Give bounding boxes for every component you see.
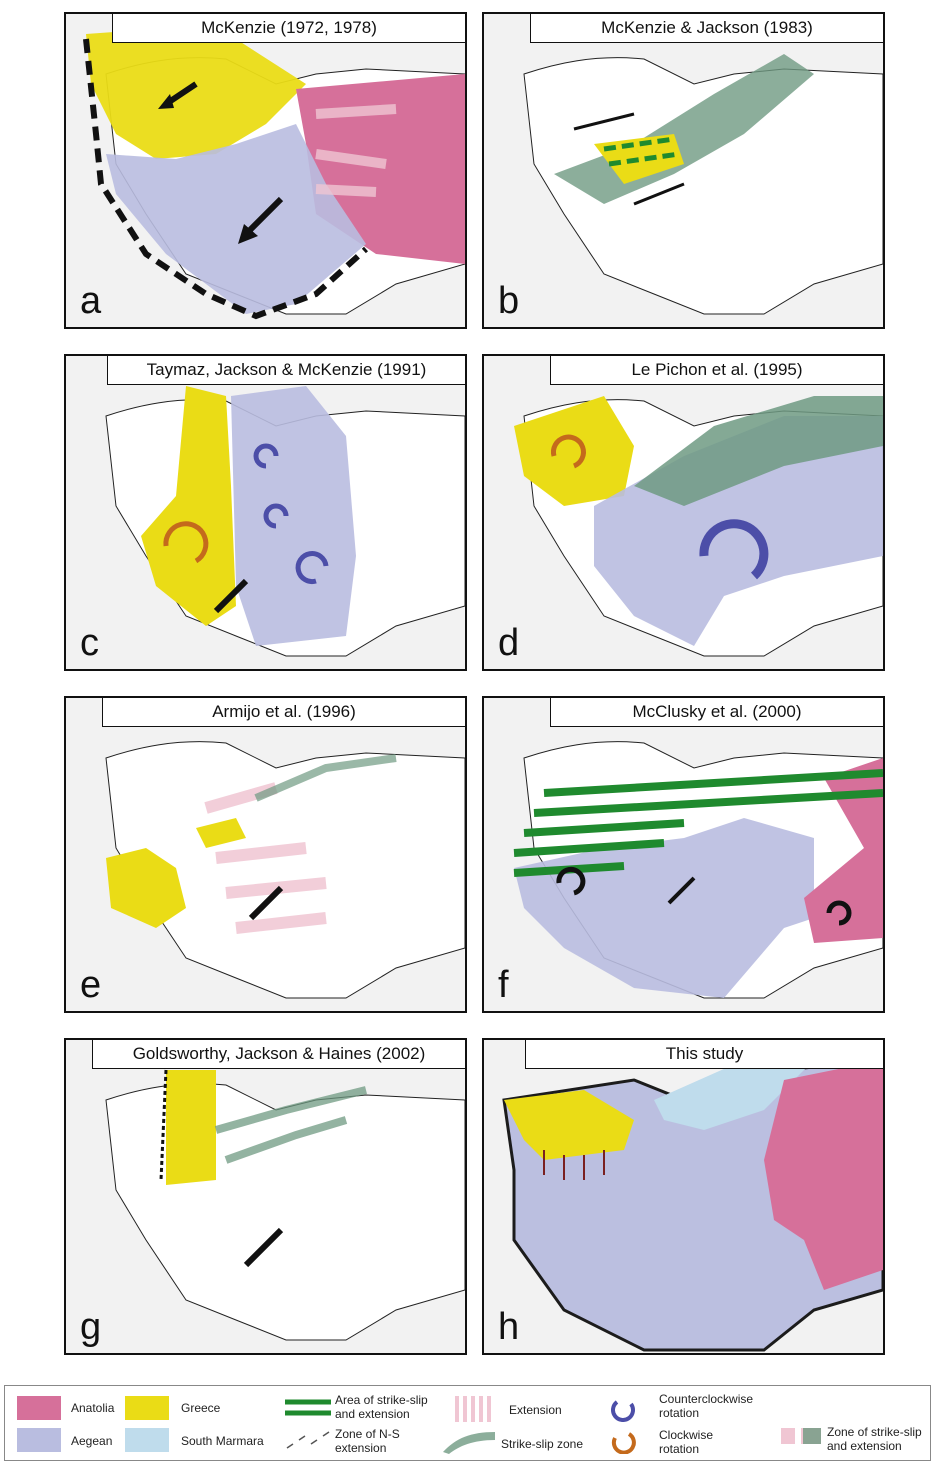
panel-g: Goldsworthy, Jackson & Haines (2002) g <box>64 1038 467 1355</box>
extension-label: Extension <box>509 1403 562 1417</box>
panel-letter: g <box>80 1306 102 1348</box>
map-h <box>484 1040 883 1353</box>
panel-letter: d <box>498 622 520 664</box>
motion-arrow <box>243 196 284 237</box>
panel-title: Armijo et al. (1996) <box>102 698 465 727</box>
panel-title: Goldsworthy, Jackson & Haines (2002) <box>92 1040 465 1069</box>
motion-arrow <box>243 1227 284 1268</box>
aegean-label: Aegean <box>71 1434 113 1448</box>
anatolia-swatch <box>17 1396 61 1420</box>
counterclockwise-rotation-icon <box>253 443 279 469</box>
counterclockwise-rotation-icon <box>699 519 769 580</box>
greece-swatch <box>125 1396 169 1420</box>
south-marmara-label: South Marmara <box>181 1434 264 1448</box>
panel-d: Le Pichon et al. (1995) d <box>482 354 885 671</box>
counterclockwise-rotation-icon <box>611 1400 635 1422</box>
map-f <box>484 698 883 1011</box>
panel-title: This study <box>525 1040 883 1069</box>
map-b <box>484 14 883 327</box>
panel-title: McKenzie & Jackson (1983) <box>530 14 883 43</box>
panel-b: McKenzie & Jackson (1983) b <box>482 12 885 329</box>
panel-letter: a <box>80 280 102 322</box>
label-line: rotation <box>659 1406 700 1420</box>
clockwise-rotation-icon <box>611 1432 636 1454</box>
label-line: Clockwise <box>659 1428 714 1442</box>
clockwise-rotation-icon <box>163 521 209 564</box>
panel-h: This study h <box>482 1038 885 1355</box>
panel-title: McKenzie (1972, 1978) <box>112 14 465 43</box>
panel-letter: f <box>498 964 509 1006</box>
panel-title: McClusky et al. (2000) <box>550 698 883 727</box>
strike-slip-zone-swatch <box>443 1432 495 1454</box>
map-d <box>484 356 883 669</box>
label-line: rotation <box>659 1442 700 1456</box>
ns-extension-label: Zone of N-S extension <box>335 1427 400 1455</box>
label-line: and extension <box>335 1407 410 1421</box>
strike-slip-extension-label: Area of strike-slip and extension <box>335 1393 428 1421</box>
counterclockwise-rotation-icon <box>295 551 329 585</box>
label-line: Zone of N-S <box>335 1427 400 1441</box>
strike-slip-extension-swatch <box>285 1399 331 1416</box>
panel-letter: h <box>498 1306 520 1348</box>
label-line: Area of strike-slip <box>335 1393 428 1407</box>
label-line: extension <box>335 1441 387 1455</box>
label-line: Counterclockwise <box>659 1392 754 1406</box>
panel-title: Taymaz, Jackson & McKenzie (1991) <box>107 356 465 385</box>
clockwise-rotation-icon <box>550 434 586 469</box>
panel-letter: e <box>80 964 102 1006</box>
panel-letter: c <box>80 622 99 664</box>
aegean-swatch <box>17 1428 61 1452</box>
greece-label: Greece <box>181 1401 221 1415</box>
ccw-rotation-label: Counterclockwise rotation <box>659 1392 753 1420</box>
label-line: Zone of strike-slip <box>827 1425 922 1439</box>
panel-f: McClusky et al. (2000) f <box>482 696 885 1013</box>
map-g <box>66 1040 465 1353</box>
zone-strike-slip-extension-label: Zone of strike-slip and extension <box>827 1425 922 1453</box>
strike-slip-zone-label: Strike-slip zone <box>501 1437 584 1451</box>
panel-c: Taymaz, Jackson & McKenzie (1991) c <box>64 354 467 671</box>
counterclockwise-rotation-icon <box>263 503 289 529</box>
panel-a: McKenzie (1972, 1978) a <box>64 12 467 329</box>
map-c <box>66 356 465 669</box>
panel-e: Armijo et al. (1996) e <box>64 696 467 1013</box>
motion-arrow <box>248 885 284 921</box>
map-a <box>66 14 465 327</box>
south-marmara-swatch <box>125 1428 169 1452</box>
map-e <box>66 698 465 1011</box>
anatolia-label: Anatolia <box>71 1401 115 1415</box>
cw-rotation-label: Clockwise rotation <box>659 1428 713 1456</box>
legend: Anatolia Aegean Greece South Marmara Are… <box>4 1385 931 1461</box>
zone-strike-slip-extension-swatch <box>781 1428 821 1444</box>
label-line: and extension <box>827 1439 902 1453</box>
strike-slip-hatch <box>513 769 883 877</box>
panel-title: Le Pichon et al. (1995) <box>550 356 883 385</box>
panel-letter: b <box>498 280 520 322</box>
extension-swatch <box>453 1396 497 1422</box>
motion-arrow <box>213 578 249 614</box>
ns-extension-swatch <box>286 1431 330 1449</box>
